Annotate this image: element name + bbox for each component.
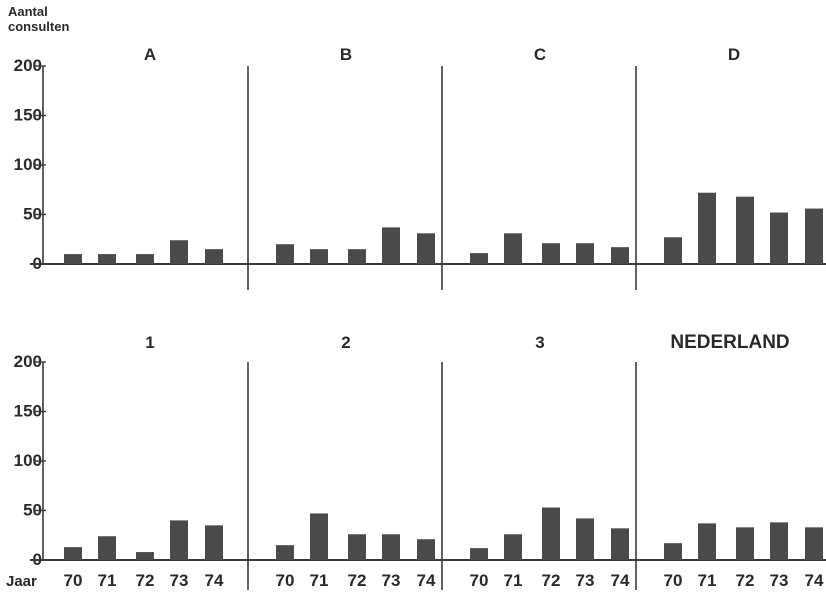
y-axis-label: Aantal consulten bbox=[8, 4, 69, 34]
bar bbox=[698, 192, 716, 264]
panel-title: NEDERLAND bbox=[670, 332, 789, 353]
bar bbox=[136, 254, 154, 264]
bar bbox=[770, 212, 788, 264]
bar bbox=[576, 243, 594, 264]
bar bbox=[98, 254, 116, 264]
y-axis-label-line: consulten bbox=[8, 19, 69, 34]
bar bbox=[382, 227, 400, 264]
x-tick-label: 74 bbox=[611, 571, 630, 590]
bar bbox=[504, 534, 522, 560]
panel-title: 1 bbox=[145, 333, 154, 352]
bar bbox=[805, 527, 823, 560]
bar bbox=[470, 253, 488, 264]
y-tick-label: 100 bbox=[14, 451, 42, 470]
y-tick-label: 100 bbox=[14, 155, 42, 174]
x-tick-label: 73 bbox=[170, 571, 189, 590]
bar bbox=[576, 518, 594, 560]
bar bbox=[276, 244, 294, 264]
x-tick-label: 71 bbox=[504, 571, 523, 590]
bar bbox=[698, 523, 716, 560]
x-tick-label: 70 bbox=[64, 571, 83, 590]
bar bbox=[542, 507, 560, 560]
bar bbox=[664, 543, 682, 560]
x-tick-label: 72 bbox=[542, 571, 561, 590]
y-tick-label: 150 bbox=[14, 402, 42, 421]
x-tick-label: 74 bbox=[417, 571, 436, 590]
bar bbox=[382, 534, 400, 560]
bar bbox=[136, 552, 154, 560]
y-tick-label: 200 bbox=[14, 56, 42, 75]
panel-title: C bbox=[534, 45, 546, 64]
x-tick-label: 70 bbox=[276, 571, 295, 590]
x-tick-label: 71 bbox=[310, 571, 329, 590]
bar bbox=[805, 208, 823, 264]
y-tick-label: 50 bbox=[23, 205, 42, 224]
y-tick-label: 50 bbox=[23, 501, 42, 520]
x-tick-label: 71 bbox=[98, 571, 117, 590]
y-tick-label: 150 bbox=[14, 106, 42, 125]
x-tick-label: 74 bbox=[805, 571, 824, 590]
bar bbox=[504, 233, 522, 264]
bar bbox=[664, 237, 682, 264]
panel-title: A bbox=[144, 45, 156, 64]
bar bbox=[310, 513, 328, 560]
bar bbox=[98, 536, 116, 560]
bar bbox=[470, 548, 488, 560]
bar bbox=[736, 527, 754, 560]
x-tick-label: 73 bbox=[770, 571, 789, 590]
y-tick-label: 200 bbox=[14, 352, 42, 371]
bar bbox=[542, 243, 560, 264]
bar bbox=[611, 528, 629, 560]
y-axis-label-line: Aantal bbox=[8, 4, 48, 19]
bar bbox=[770, 522, 788, 560]
bar bbox=[417, 539, 435, 560]
x-tick-label: 71 bbox=[698, 571, 717, 590]
panel-title: 3 bbox=[535, 333, 544, 352]
bar bbox=[417, 233, 435, 264]
x-tick-label: 72 bbox=[348, 571, 367, 590]
bar bbox=[170, 240, 188, 264]
bar bbox=[170, 520, 188, 560]
bar bbox=[611, 247, 629, 264]
bar bbox=[276, 545, 294, 560]
panel-title: D bbox=[728, 45, 740, 64]
x-tick-label: 70 bbox=[470, 571, 489, 590]
bar bbox=[64, 547, 82, 560]
x-tick-label: 73 bbox=[382, 571, 401, 590]
bar bbox=[348, 534, 366, 560]
x-tick-label: 72 bbox=[136, 571, 155, 590]
bar bbox=[348, 249, 366, 264]
panel-title: B bbox=[340, 45, 352, 64]
bar bbox=[64, 254, 82, 264]
panel-title: 2 bbox=[341, 333, 350, 352]
bar bbox=[205, 249, 223, 264]
x-tick-label: 74 bbox=[205, 571, 224, 590]
bar bbox=[736, 196, 754, 264]
bar bbox=[310, 249, 328, 264]
x-tick-label: 70 bbox=[664, 571, 683, 590]
chart-marks: 200150100500ABCD200150100500123NEDERLAND… bbox=[14, 45, 826, 590]
bar bbox=[205, 525, 223, 560]
x-tick-label: 73 bbox=[576, 571, 595, 590]
x-axis-label: Jaar bbox=[6, 573, 37, 590]
x-tick-label: 72 bbox=[736, 571, 755, 590]
